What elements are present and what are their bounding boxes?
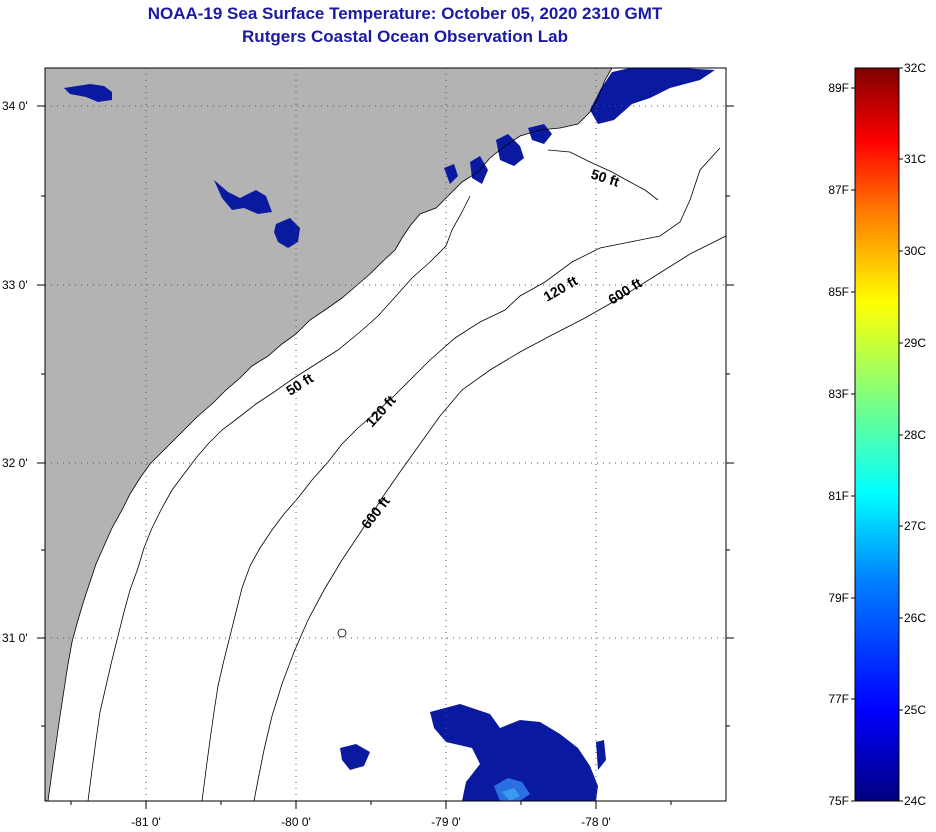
colorbar-f-label: 77F — [828, 692, 849, 706]
map-subtitle: Rutgers Coastal Ocean Observation Lab — [242, 27, 568, 46]
lon-tick-label: -79 0' — [431, 815, 461, 829]
cold-pixel-region — [214, 180, 272, 214]
colorbar-c-label: 26C — [904, 611, 926, 625]
lat-tick-label: 31 0' — [2, 631, 28, 645]
cold-pixel-region — [274, 218, 300, 248]
colorbar-c-label: 31C — [904, 152, 926, 166]
map-frame — [44, 67, 727, 802]
colorbar-f-label: 75F — [828, 794, 849, 808]
colorbar-c-label: 32C — [904, 61, 926, 75]
lat-tick-label: 32 0' — [2, 456, 28, 470]
lon-tick-label: -78 0' — [581, 815, 611, 829]
lat-tick-label: 34 0' — [2, 99, 28, 113]
colorbar-f-label: 83F — [828, 387, 849, 401]
coastline — [47, 68, 613, 801]
colorbar-f-label: 85F — [828, 285, 849, 299]
cold-pixel-region — [430, 704, 598, 801]
lon-tick-label: -80 0' — [281, 815, 311, 829]
map-title: NOAA-19 Sea Surface Temperature: October… — [147, 4, 663, 23]
warm-pixel-region — [502, 788, 520, 801]
colorbar-c-label: 29C — [904, 336, 926, 350]
colorbar-f-label: 89F — [828, 81, 849, 95]
lat-tick-label: 33 0' — [2, 278, 28, 292]
colorbar-f-label: 79F — [828, 591, 849, 605]
colorbar-c-label: 24C — [904, 794, 926, 808]
colorbar-c-label: 25C — [904, 703, 926, 717]
axis-ticks — [37, 105, 734, 809]
colorbar-f-label: 81F — [828, 489, 849, 503]
colorbar-c-label: 28C — [904, 428, 926, 442]
cold-pixel-region — [444, 164, 458, 184]
cold-pixel-region — [590, 68, 715, 124]
colorbar-ticks — [851, 67, 903, 802]
isobath-50ft — [87, 195, 471, 801]
colorbar-f-label: 87F — [828, 183, 849, 197]
isobath-600ft — [253, 235, 726, 801]
cold-pixel-region — [470, 156, 488, 184]
colorbar-c-label: 30C — [904, 244, 926, 258]
graticule — [45, 68, 726, 801]
cold-pixel-region — [496, 134, 524, 166]
cold-pixel-region — [64, 84, 112, 102]
land-area — [45, 68, 612, 801]
shoal-contour — [337, 628, 347, 638]
isobath-120ft — [201, 147, 721, 801]
isobath-50ft-north — [547, 149, 659, 201]
colorbar — [854, 67, 900, 802]
colorbar-c-label: 27C — [904, 519, 926, 533]
lon-tick-label: -81 0' — [131, 815, 161, 829]
cold-pixel-region — [596, 740, 606, 770]
cold-pixel-region — [340, 744, 370, 770]
